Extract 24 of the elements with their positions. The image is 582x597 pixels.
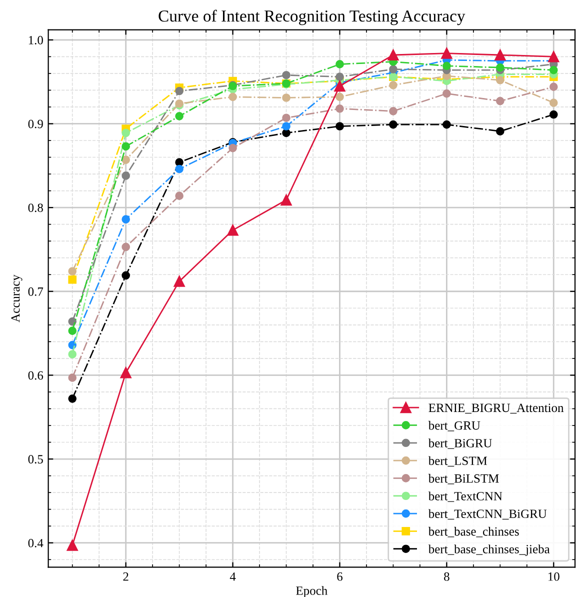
y-tick-label: 0.5 (28, 455, 43, 464)
chart-title: Curve of Intent Recognition Testing Accuracy (158, 10, 466, 26)
legend-label: bert_base_chinses (428, 526, 519, 538)
legend-label: bert_LSTM (428, 456, 488, 467)
y-tick-label: 0.6 (28, 371, 44, 380)
x-tick-label: 2 (123, 572, 128, 581)
x-tick-label: 4 (230, 572, 236, 581)
legend-label: bert_base_chinses_jieba (428, 544, 550, 556)
legend-label: bert_BiLSTM (428, 474, 499, 484)
y-tick-label: 0.7 (28, 287, 44, 296)
legend-label: ERNIE_BIGRU_Attention (428, 404, 564, 414)
y-axis-title: Accuracy (11, 274, 22, 322)
legend-label: bert_TextCNN_BiGRU (428, 509, 547, 520)
y-tick-label: 1.0 (28, 36, 43, 44)
x-axis-title: Epoch (296, 586, 328, 597)
x-tick-label: 8 (444, 572, 450, 581)
y-tick-label: 0.4 (28, 538, 44, 548)
y-tick-label: 0.9 (28, 120, 43, 128)
legend-label: bert_GRU (428, 420, 480, 432)
y-tick-label: 0.8 (28, 204, 43, 212)
legend-label: bert_TextCNN (428, 492, 502, 502)
x-tick-label: 6 (337, 572, 342, 581)
x-tick-label: 10 (548, 572, 560, 581)
legend-label: bert_BiGRU (428, 438, 492, 449)
